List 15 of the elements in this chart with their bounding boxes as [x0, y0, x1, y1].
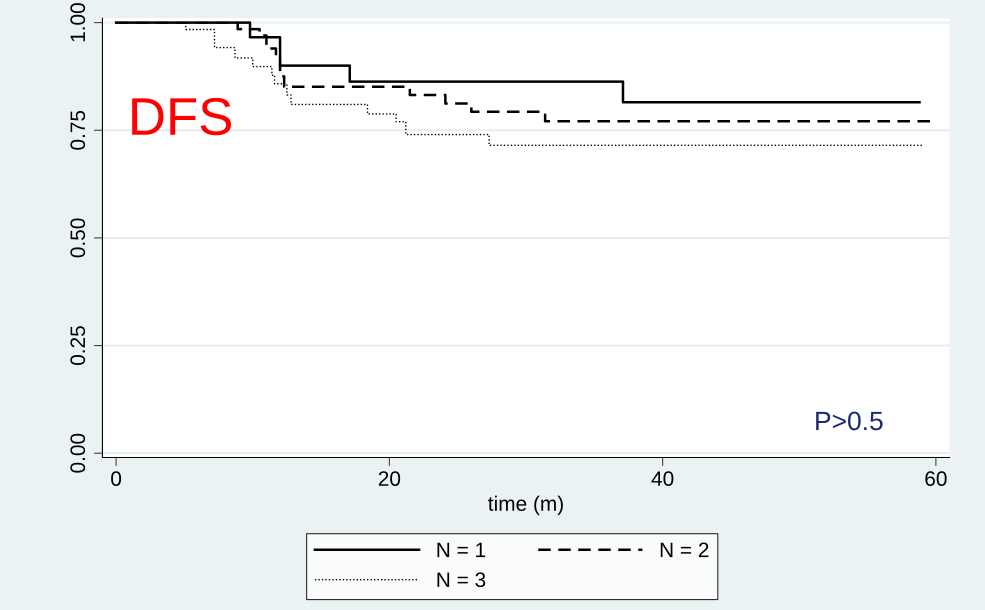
x-tick-label: 20	[378, 471, 400, 486]
y-tick-label: 0.25	[70, 326, 86, 366]
y-tick-label: 1.00	[70, 3, 86, 42]
x-tick-label: 40	[652, 471, 674, 486]
y-tick-label: 0.50	[70, 218, 86, 258]
annotation: DFS	[132, 98, 231, 136]
annotation: P>0.5	[816, 412, 883, 430]
legend-label: N = 2	[660, 542, 708, 558]
legend-label: N = 1	[437, 542, 486, 558]
x-axis-title: time (m)	[488, 496, 563, 516]
y-tick-label: 0.75	[70, 110, 86, 150]
legend-label: N = 3	[437, 572, 486, 588]
x-tick-label: 60	[925, 471, 947, 486]
y-tick-label: 0.00	[70, 434, 86, 473]
x-tick-label: 0	[111, 471, 122, 486]
